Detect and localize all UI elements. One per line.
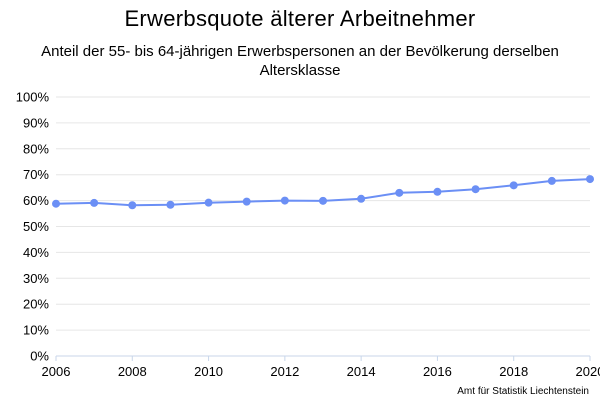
data-point [280,196,289,205]
data-point [128,201,137,210]
data-point [509,181,518,190]
y-axis-ticks: 0% 10% 20% 30% 40% 50% 60% 70% 80% 90% 100% [16,90,50,364]
x-tick-label: 2010 [194,364,223,379]
data-point [166,200,175,209]
y-tick-label: 40% [23,245,49,260]
x-tick-label: 2012 [270,364,299,379]
y-tick-label: 80% [23,141,49,156]
data-point [395,188,404,197]
source-note: Amt für Statistik Liechtenstein [457,386,589,397]
data-point [586,175,594,184]
y-tick-label: 50% [23,219,49,234]
data-point [319,196,327,205]
y-tick-label: 90% [23,115,49,130]
data-point [433,187,442,196]
data-point [242,197,251,206]
y-tick-label: 60% [23,193,49,208]
x-tick-label: 2018 [499,364,528,379]
y-tick-label: 30% [23,271,49,286]
data-point [204,198,213,207]
data-point [52,199,60,208]
data-point [547,176,556,185]
y-tick-label: 20% [23,297,49,312]
data-point [471,185,480,194]
y-tick-label: 70% [23,167,49,182]
chart-subtitle: Anteil der 55- bis 64-jährigen Erwerbspe… [41,43,559,79]
data-point [357,194,366,203]
x-tick-label: 2006 [42,364,71,379]
x-tick-label: 2020 [576,364,600,379]
x-axis: 2006 2008 2010 2012 2014 2016 2018 2020 [42,355,600,379]
y-tick-label: 10% [23,323,49,338]
y-tick-label: 100% [16,90,50,105]
chart-title: Erwerbsquote älterer Arbeitnehmer [124,6,476,31]
y-tick-label: 0% [30,349,49,364]
x-tick-label: 2014 [347,364,376,379]
data-point [90,198,99,207]
x-tick-label: 2008 [118,364,147,379]
series-erwerbsquote [52,175,594,210]
gridlines [56,96,590,331]
x-tick-label: 2016 [423,364,452,379]
